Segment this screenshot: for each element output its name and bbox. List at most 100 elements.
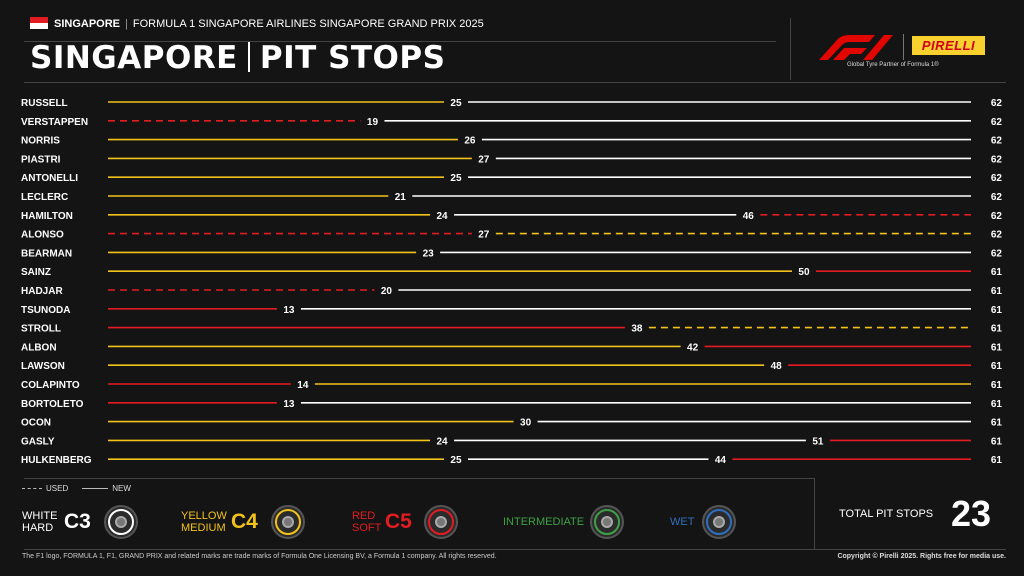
header-divider	[24, 41, 776, 42]
pit-lap-label: 25	[450, 173, 462, 184]
pit-lap-label: 46	[743, 211, 755, 222]
pit-lap-label: 25	[450, 98, 462, 109]
trademark-notice: The F1 logo, FORMULA 1, F1, GRAND PRIX a…	[22, 553, 497, 560]
tyre-icon	[590, 505, 624, 539]
finish-lap-label: 62	[991, 117, 1003, 128]
driver-label: ALBON	[21, 342, 57, 353]
pit-lap-label: 13	[283, 399, 295, 410]
finish-lap-label: 61	[991, 380, 1003, 391]
pit-lap-label: 51	[812, 436, 824, 447]
pit-stop-chart: RUSSELL 25 62 VERSTAPPEN 19 62 NORRIS 26 62 PIAST…	[21, 98, 1003, 466]
event-name: FORMULA 1 SINGAPORE AIRLINES SINGAPORE G…	[132, 18, 484, 30]
compound-name: YELLOW MEDIUM	[181, 510, 227, 534]
brand-block: PIRELLI Global Tyre Partner of Formula 1…	[790, 18, 1011, 80]
footer-divider	[24, 549, 1006, 550]
line-style-legend: USED NEW	[22, 484, 131, 493]
pit-lap-label: 48	[771, 361, 783, 372]
title-topic: PIT STOPS	[259, 40, 446, 76]
pit-lap-label: 42	[687, 342, 699, 353]
finish-lap-label: 61	[991, 436, 1003, 447]
pit-lap-label: 23	[423, 248, 435, 259]
pit-lap-label: 14	[297, 380, 309, 391]
pit-lap-label: 30	[520, 418, 532, 429]
driver-label: HAMILTON	[21, 211, 73, 222]
finish-lap-label: 62	[991, 173, 1003, 184]
finish-lap-label: 62	[991, 136, 1003, 147]
new-line-swatch	[82, 488, 109, 490]
finish-lap-label: 61	[991, 267, 1003, 278]
driver-label: ANTONELLI	[21, 173, 78, 184]
compound-name: RED SOFT	[352, 510, 382, 534]
brand-separator	[903, 34, 904, 60]
title-divider	[24, 82, 1006, 83]
legend-area: USED NEW WHITE HARD C3 YELLOW MEDIUM C4 RED SOFT…	[0, 478, 1024, 550]
finish-lap-label: 61	[991, 455, 1003, 466]
tyre-icon	[271, 505, 305, 539]
f1-logo-icon	[819, 35, 893, 60]
legend-divider	[24, 478, 814, 479]
finish-lap-label: 61	[991, 342, 1003, 353]
driver-label: HADJAR	[21, 286, 63, 297]
pit-lap-label: 44	[715, 455, 727, 466]
driver-label: BORTOLETO	[21, 399, 84, 410]
pit-lap-label: 50	[798, 267, 810, 278]
driver-label: VERSTAPPEN	[21, 117, 88, 128]
tyre-icon	[702, 505, 736, 539]
copyright-notice: Copyright © Pirelli 2025. Rights free fo…	[837, 553, 1006, 560]
finish-lap-label: 62	[991, 211, 1003, 222]
finish-lap-label: 61	[991, 361, 1003, 372]
singapore-flag-icon	[30, 17, 48, 29]
driver-label: SAINZ	[21, 267, 51, 278]
compound-name: WET	[670, 516, 695, 528]
event-line: SINGAPORE | FORMULA 1 SINGAPORE AIRLINES S…	[30, 17, 484, 30]
finish-lap-label: 62	[991, 154, 1003, 165]
used-label: USED	[46, 484, 69, 494]
compound-name: WHITE HARD	[22, 510, 58, 534]
tyre-icon	[424, 505, 458, 539]
new-label: NEW	[112, 484, 131, 494]
driver-label: ALONSO	[21, 230, 64, 241]
driver-label: STROLL	[21, 324, 61, 335]
pit-lap-label: 27	[478, 154, 490, 165]
driver-label: COLAPINTO	[21, 380, 80, 391]
finish-lap-label: 61	[991, 399, 1003, 410]
driver-label: RUSSELL	[21, 98, 68, 109]
pit-lap-label: 21	[395, 192, 407, 203]
total-pit-stops-label: TOTAL PIT STOPS	[839, 508, 934, 520]
finish-lap-label: 62	[991, 192, 1003, 203]
total-pit-stops-block: TOTAL PIT STOPS 23	[814, 478, 1007, 549]
compound-code: C4	[231, 510, 258, 533]
driver-label: OCON	[21, 418, 51, 429]
compound-code: C5	[385, 510, 412, 533]
finish-lap-label: 62	[991, 98, 1003, 109]
used-line-swatch	[22, 488, 42, 490]
driver-label: LAWSON	[21, 361, 65, 372]
finish-lap-label: 62	[991, 248, 1003, 259]
compound-code: C3	[64, 510, 91, 533]
finish-lap-label: 61	[991, 324, 1003, 335]
pit-lap-label: 13	[283, 305, 295, 316]
driver-label: TSUNODA	[21, 305, 70, 316]
pit-lap-label: 19	[367, 117, 379, 128]
driver-label: LECLERC	[21, 192, 68, 203]
finish-lap-label: 62	[991, 230, 1003, 241]
pit-lap-label: 27	[478, 230, 490, 241]
pirelli-logo: PIRELLI	[912, 36, 985, 55]
pit-lap-label: 20	[381, 286, 393, 297]
page-title: SINGAPORE PIT STOPS	[30, 40, 445, 76]
total-pit-stops-value: 23	[951, 493, 992, 534]
driver-label: PIASTRI	[21, 154, 61, 165]
pit-lap-label: 24	[437, 436, 449, 447]
driver-label: GASLY	[21, 436, 55, 447]
finish-lap-label: 61	[991, 418, 1003, 429]
finish-lap-label: 61	[991, 305, 1003, 316]
pit-lap-label: 26	[464, 136, 476, 147]
tyre-icon	[104, 505, 138, 539]
pit-lap-label: 38	[631, 324, 643, 335]
finish-lap-label: 61	[991, 286, 1003, 297]
driver-label: NORRIS	[21, 136, 60, 147]
title-location: SINGAPORE	[30, 40, 238, 76]
pit-lap-label: 24	[437, 211, 449, 222]
partner-caption: Global Tyre Partner of Formula 1®	[847, 62, 939, 68]
driver-label: BEARMAN	[21, 248, 72, 259]
